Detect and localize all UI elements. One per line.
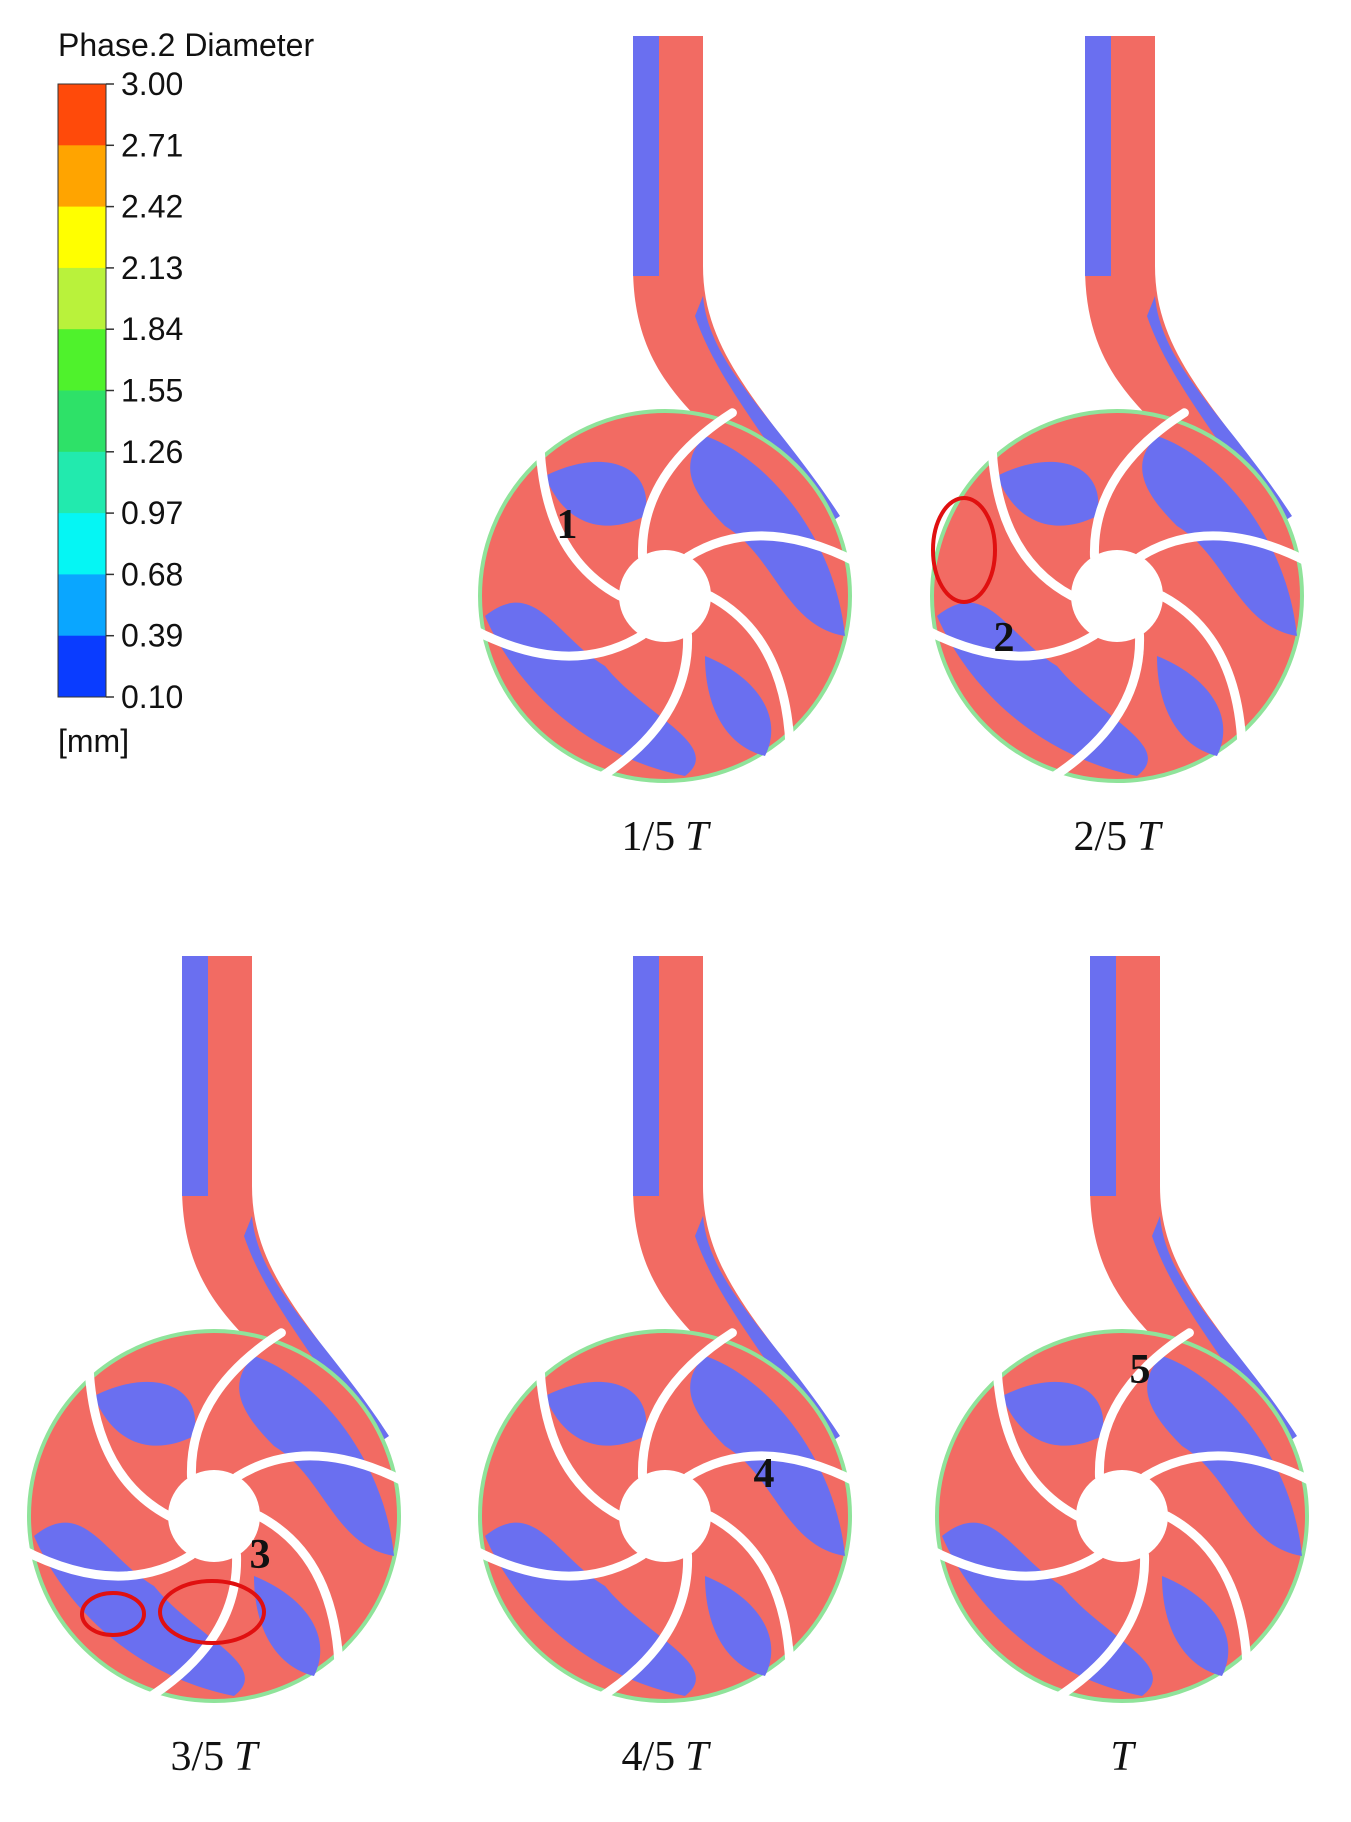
tick-label: 0.39: [121, 618, 183, 654]
tick-label: 2.42: [121, 189, 183, 225]
pump-contour: [473, 956, 858, 1701]
highlight: [80, 1591, 146, 1637]
marker: 2: [994, 615, 1015, 661]
tick-label: 1.55: [121, 373, 183, 409]
colorbar: 3.00 2.71 2.42 2.13 1.84 1.55 1.26 0.97 0.68 0.39…: [57, 66, 183, 715]
pump-contour: [930, 956, 1315, 1701]
tick-label: 1.84: [121, 311, 183, 347]
color-band: [58, 84, 106, 146]
tick-label: 0.97: [121, 495, 183, 531]
tick-label: 2.71: [121, 127, 183, 163]
panel-label: T: [1110, 1734, 1136, 1780]
tick-label: 0.68: [121, 556, 183, 592]
marker: 1: [557, 502, 578, 548]
color-band: [58, 145, 106, 208]
color-band: [58, 267, 106, 330]
label-part: 4/5: [621, 1734, 675, 1780]
pump-contour: [925, 36, 1310, 781]
marker: 4: [754, 1451, 775, 1497]
color-band: [58, 635, 106, 698]
tick-label: 3.00: [121, 66, 183, 102]
panel-label: 3/5 T: [170, 1734, 260, 1780]
panel-label: 2/5 T: [1073, 814, 1163, 860]
color-band: [58, 329, 106, 391]
label-part: 2/5: [1073, 814, 1127, 860]
color-band: [58, 451, 106, 514]
color-band: [58, 390, 106, 453]
color-band: [58, 206, 106, 269]
label-part: T: [1110, 1734, 1136, 1780]
pump-contour: [22, 956, 407, 1701]
color-band: [58, 574, 106, 637]
color-band: [58, 513, 106, 575]
label-part: T: [1137, 814, 1163, 860]
pump-contour: [473, 36, 858, 781]
legend-title: Phase.2 Diameter: [58, 27, 314, 63]
label-part: T: [685, 814, 711, 860]
tick-label: 2.13: [121, 250, 183, 286]
label-part: 1/5: [621, 814, 675, 860]
highlight: [931, 496, 997, 604]
label-part: T: [685, 1734, 711, 1780]
tick-label: 0.10: [121, 679, 183, 715]
panel-label: 4/5 T: [621, 1734, 711, 1780]
label-part: 3/5: [170, 1734, 224, 1780]
panel-label: 1/5 T: [621, 814, 711, 860]
legend-unit: [mm]: [58, 723, 129, 759]
label-part: T: [234, 1734, 260, 1780]
marker: 5: [1130, 1347, 1151, 1393]
marker: 3: [250, 1532, 271, 1578]
highlight: [158, 1579, 266, 1645]
tick-label: 1.26: [121, 434, 183, 470]
